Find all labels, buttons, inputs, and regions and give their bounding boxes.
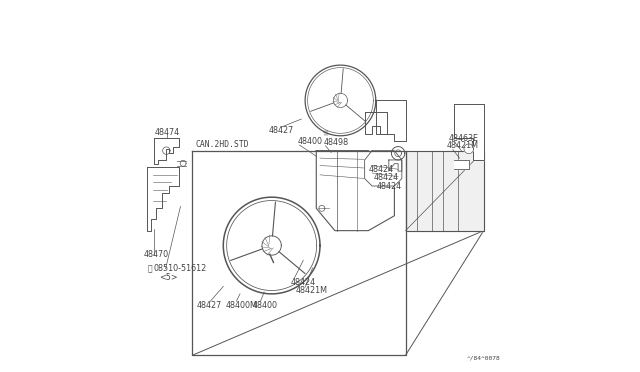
Text: Ⓢ: Ⓢ [147,264,152,273]
Polygon shape [454,104,484,160]
Text: 48400M: 48400M [225,301,257,310]
Polygon shape [223,197,320,294]
Polygon shape [180,160,186,166]
Polygon shape [316,151,394,231]
Polygon shape [163,147,170,154]
Polygon shape [365,151,402,186]
Polygon shape [319,205,325,211]
Text: 48421M: 48421M [296,286,328,295]
Text: <5>: <5> [159,273,178,282]
Text: 48498: 48498 [324,138,349,147]
Text: 48474: 48474 [154,128,180,137]
Text: 48400: 48400 [298,137,323,146]
Text: 48427: 48427 [269,126,294,135]
Text: 48424: 48424 [376,182,402,190]
Polygon shape [365,112,387,134]
Polygon shape [376,100,406,141]
Polygon shape [147,167,179,231]
Text: 48424: 48424 [291,278,316,287]
Text: 48470: 48470 [143,250,168,259]
Polygon shape [389,160,402,171]
Text: 08510-51612: 08510-51612 [154,264,207,273]
Polygon shape [333,93,348,108]
Polygon shape [154,138,179,164]
Polygon shape [392,147,405,160]
Text: 48463E: 48463E [449,134,478,143]
Polygon shape [454,160,468,169]
Polygon shape [464,144,474,154]
Polygon shape [305,65,376,136]
Text: 48400: 48400 [253,301,278,310]
Polygon shape [262,236,282,255]
Text: 48424: 48424 [374,173,399,182]
Text: 48424: 48424 [369,165,394,174]
Polygon shape [406,151,484,231]
Text: 48427: 48427 [196,301,221,310]
Text: CAN.2HD.STD: CAN.2HD.STD [195,140,249,149]
Text: 48421M: 48421M [447,141,479,150]
Text: ^/84^0078: ^/84^0078 [467,356,500,361]
